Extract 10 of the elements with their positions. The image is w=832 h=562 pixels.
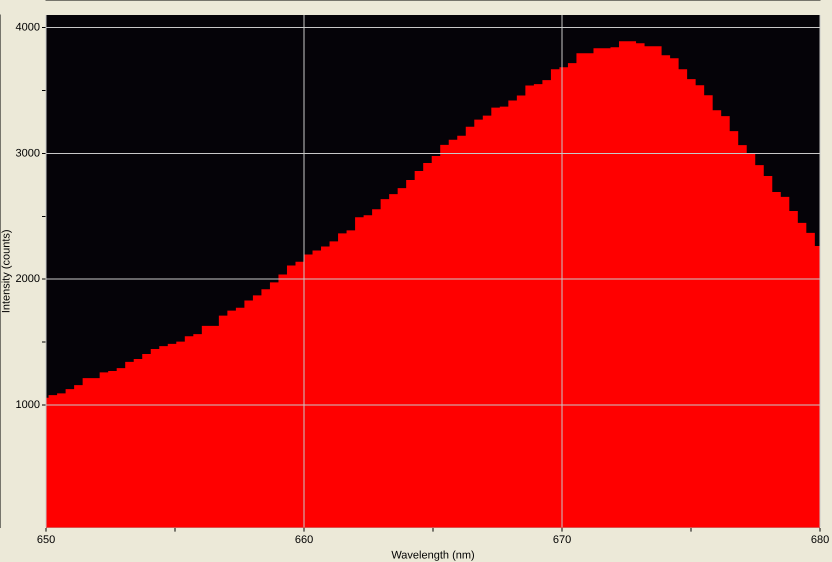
- x-tick-label: 660: [294, 534, 314, 546]
- x-tick-label: 680: [810, 534, 830, 546]
- x-tick-label: 650: [36, 534, 56, 546]
- y-tick-label: 4000: [16, 22, 40, 34]
- x-tick-label: 670: [552, 534, 572, 546]
- y-tick-label: 2000: [16, 273, 40, 286]
- y-tick-label: 1000: [16, 398, 40, 411]
- x-axis-title: Wavelength (nm): [391, 549, 475, 562]
- y-tick-label: 3000: [16, 147, 40, 160]
- y-axis-title: Intensity (counts): [0, 229, 13, 314]
